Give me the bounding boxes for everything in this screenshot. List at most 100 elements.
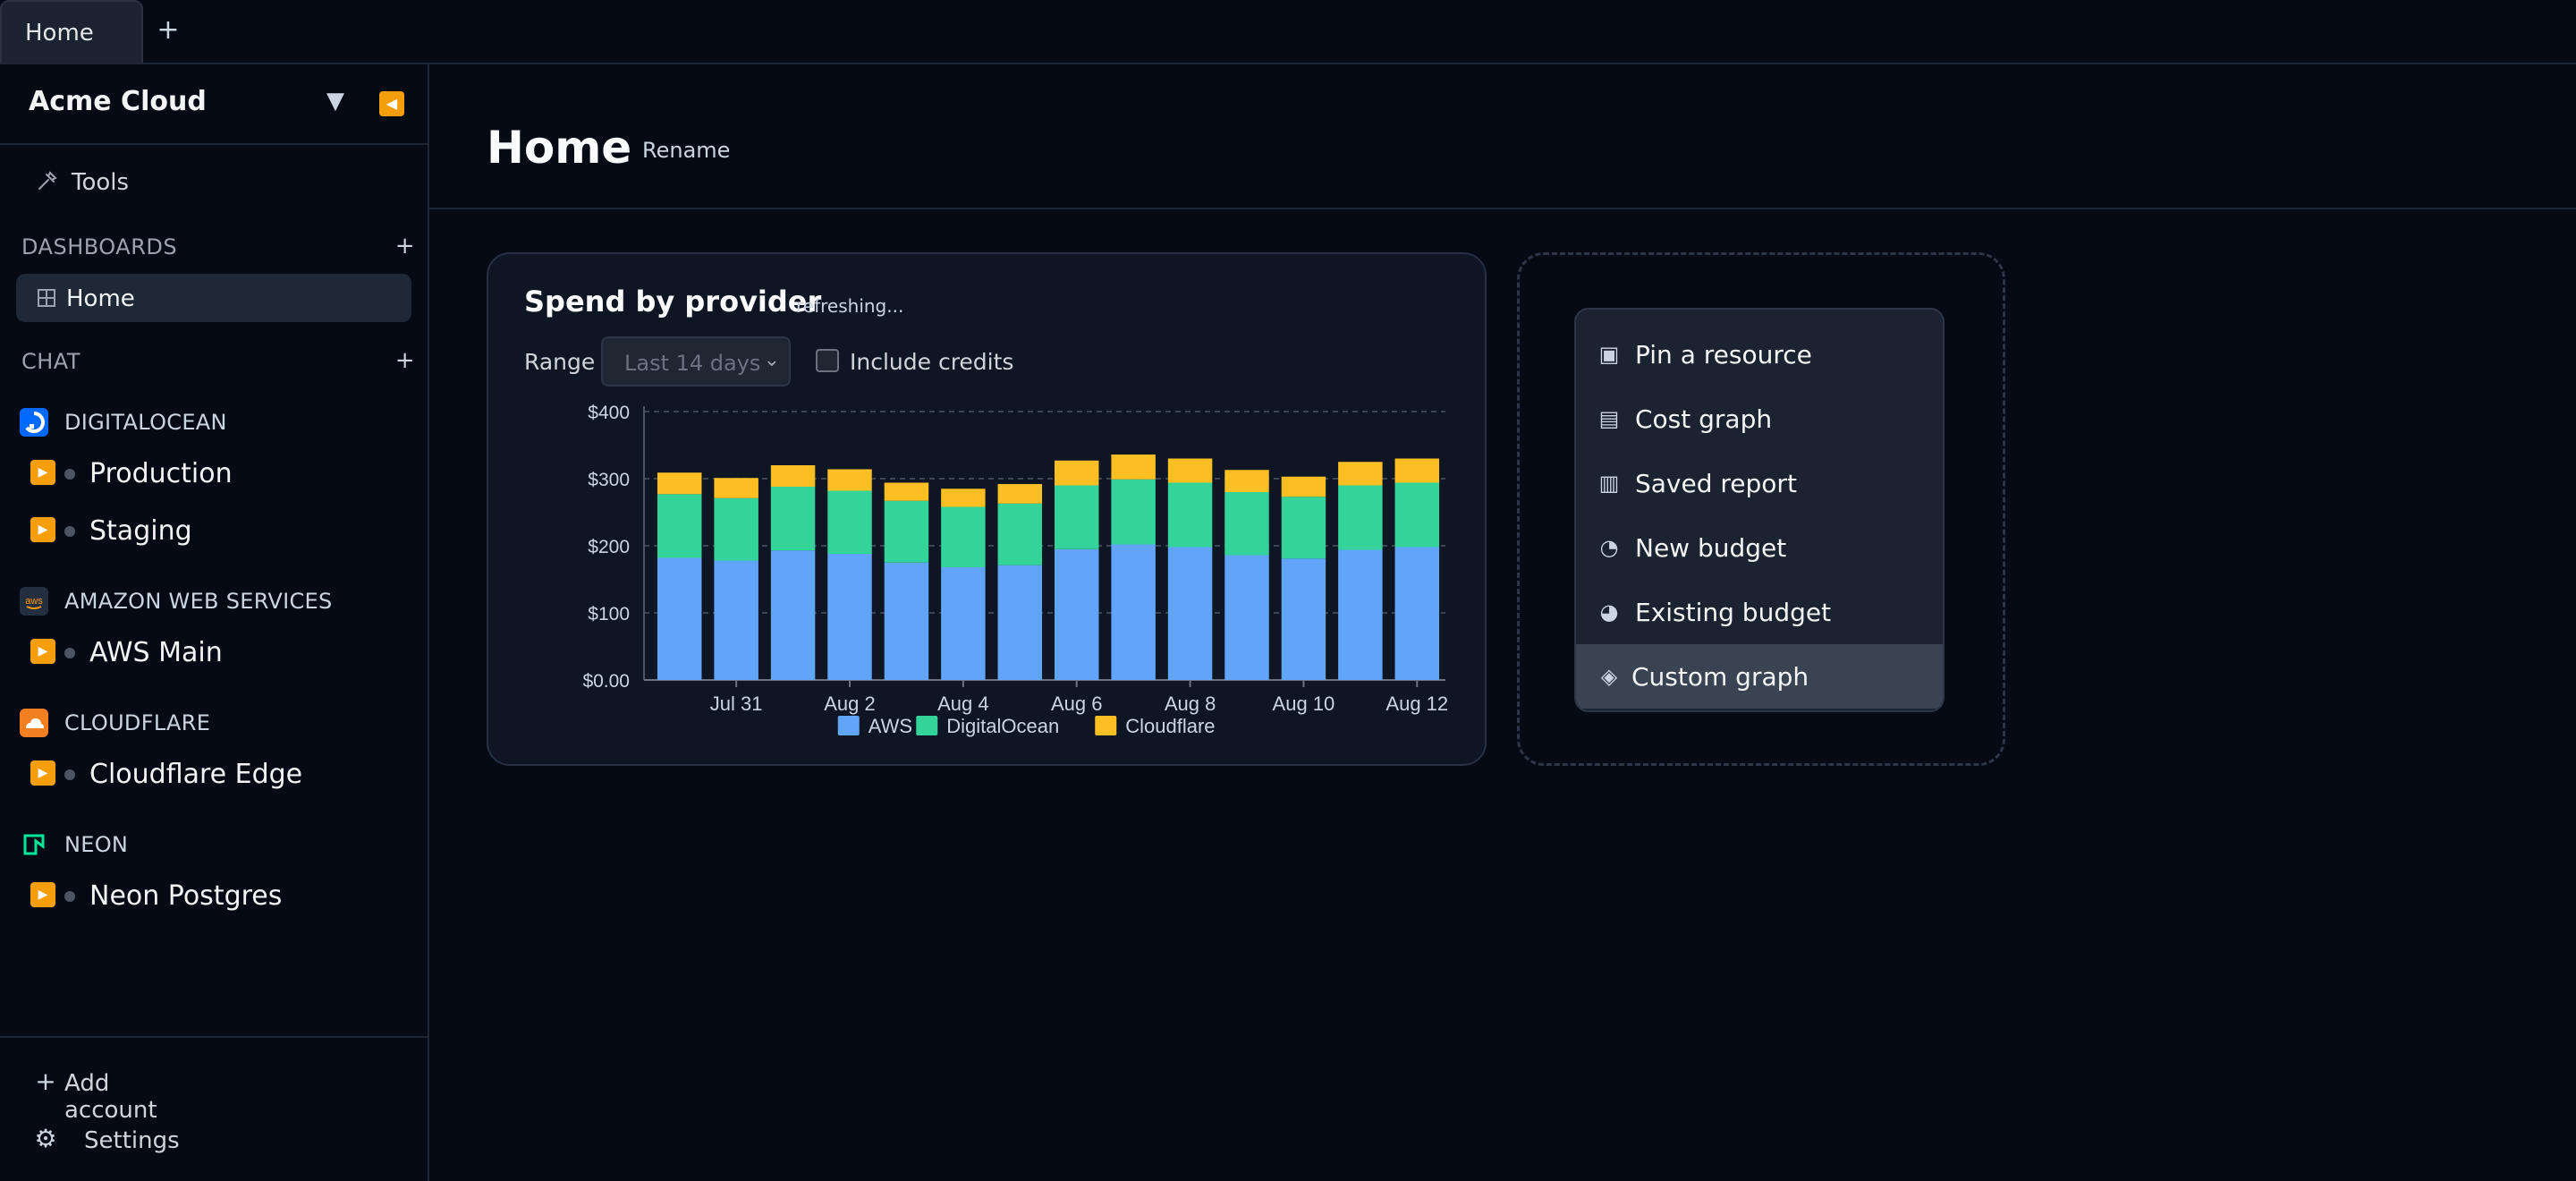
add-chat-button[interactable]: + [394, 347, 415, 374]
menu-item-pin-resource[interactable]: ▣ Pin a resource [1576, 322, 1943, 387]
menu-item-label: Saved report [1635, 469, 1797, 498]
account-cloudflare-edge[interactable]: ▶ Cloudflare Edge [30, 753, 406, 793]
provider-neon: NEON [20, 828, 413, 861]
terminal-icon: ▶ [30, 517, 55, 542]
tab-strip: Home + [0, 0, 2576, 64]
bar-digitalocean [1338, 485, 1383, 550]
status-dot [64, 469, 75, 480]
bar-aws [827, 554, 872, 680]
bar-cloudflare [1167, 458, 1213, 483]
bar-cloudflare [884, 482, 929, 501]
menu-item-label: Existing budget [1635, 598, 1832, 627]
range-label: Range [524, 349, 596, 375]
account-name: Production [89, 458, 233, 489]
account-name: Neon Postgres [89, 880, 283, 912]
spend-by-provider-card: Spend by provider refreshing... Range La… [487, 252, 1487, 766]
main-content: Home Rename Spend by provider refreshing… [429, 64, 2576, 1181]
legend-swatch-digitalocean [916, 716, 938, 735]
add-dashboard-button[interactable]: + [394, 233, 415, 259]
x-tick-label: Aug 8 [1165, 692, 1216, 715]
x-tick-label: Aug 4 [937, 692, 989, 715]
page-header: Home Rename [429, 64, 2576, 209]
bar-cloudflare [714, 478, 758, 498]
menu-item-existing-budget[interactable]: ◕ Existing budget [1576, 580, 1943, 644]
bar-digitalocean [770, 487, 816, 551]
bar-aws [1054, 548, 1099, 680]
provider-digitalocean: DIGITALOCEAN [20, 406, 413, 438]
dashboards-heading: DASHBOARDS [21, 234, 178, 259]
bar-digitalocean [1111, 479, 1156, 545]
gear-icon: ⚙ [34, 1124, 57, 1153]
rename-button[interactable]: Rename [642, 138, 731, 163]
card-title: Spend by provider [524, 285, 822, 319]
range-value: Last 14 days [624, 351, 761, 376]
chat-heading: CHAT [21, 349, 81, 374]
bar-aws [1167, 547, 1213, 680]
bar-aws [714, 560, 758, 680]
bar-cloudflare [770, 465, 816, 487]
bar-cloudflare [941, 489, 986, 507]
widget-dropzone[interactable] [1517, 252, 2005, 766]
account-name: Cloudflare Edge [89, 759, 303, 790]
status-dot [64, 891, 75, 902]
bar-digitalocean [657, 494, 702, 558]
bar-cloudflare [1281, 476, 1326, 497]
bar-aws [657, 557, 702, 680]
settings-label: Settings [84, 1127, 180, 1154]
custom-graph-icon: ◈ [1600, 664, 1618, 689]
status-dot [64, 526, 75, 537]
add-tab-button[interactable]: + [157, 14, 180, 46]
account-aws-main[interactable]: ▶ AWS Main [30, 632, 406, 671]
menu-item-new-budget[interactable]: ◔ New budget [1576, 515, 1943, 580]
terminal-icon: ▶ [30, 760, 55, 786]
page-title: Home [487, 122, 632, 174]
menu-item-label: Cost graph [1635, 404, 1773, 434]
account-neon-postgres[interactable]: ▶ Neon Postgres [30, 875, 406, 914]
legend-label: AWS [869, 715, 912, 737]
bar-digitalocean [884, 500, 929, 563]
account-production[interactable]: ▶ Production [30, 453, 406, 492]
account-name: Staging [89, 515, 192, 547]
menu-item-cost-graph[interactable]: ▤ Cost graph [1576, 387, 1943, 451]
new-budget-icon: ◔ [1599, 535, 1619, 560]
sidebar-item-home[interactable]: Home [16, 274, 411, 322]
terminal-icon: ▶ [30, 639, 55, 664]
sidebar-item-tools[interactable]: Tools [16, 157, 411, 206]
bar-digitalocean [714, 497, 758, 561]
sidebar-header: Acme Cloud ▼ ◀ [0, 64, 428, 145]
provider-name: CLOUDFLARE [64, 710, 211, 735]
checkbox-box[interactable] [816, 349, 839, 372]
menu-item-custom-graph[interactable]: ◈ Custom graph [1576, 644, 1943, 709]
chevron-down-icon[interactable]: ▼ [326, 88, 344, 115]
chevron-down-icon: ⌄ [763, 349, 780, 371]
tab-home[interactable]: Home [0, 0, 143, 63]
x-tick-label: Aug 12 [1385, 692, 1448, 715]
range-select[interactable]: Last 14 days ⌄ [601, 336, 791, 387]
chat-section-header: CHAT + [21, 347, 415, 376]
bar-digitalocean [827, 490, 872, 554]
svg-text:aws: aws [25, 596, 43, 607]
status-dot [64, 648, 75, 658]
bar-aws [997, 565, 1043, 680]
org-name[interactable]: Acme Cloud [29, 86, 207, 117]
add-widget-menu: ▣ Pin a resource ▤ Cost graph ▥ Saved re… [1574, 308, 1945, 712]
digitalocean-icon [20, 408, 48, 437]
bar-aws [1281, 558, 1326, 680]
cost-graph-icon: ▤ [1598, 406, 1620, 431]
x-tick-label: Jul 31 [710, 692, 763, 715]
account-name: AWS Main [89, 637, 223, 668]
x-tick-label: Aug 10 [1273, 692, 1335, 715]
sidebar-item-label: Tools [72, 169, 130, 196]
collapse-sidebar-button[interactable]: ◀ [379, 91, 404, 116]
bar-cloudflare [657, 472, 702, 495]
bar-cloudflare [1338, 462, 1383, 486]
menu-item-label: Custom graph [1631, 662, 1809, 692]
bar-aws [1338, 549, 1383, 680]
sidebar-item-label: Home [66, 285, 135, 312]
account-staging[interactable]: ▶ Staging [30, 510, 406, 549]
add-account-label: Add account [64, 1070, 157, 1124]
menu-item-saved-report[interactable]: ▥ Saved report [1576, 451, 1943, 515]
terminal-icon: ▶ [30, 460, 55, 485]
bar-cloudflare [1394, 458, 1440, 483]
bar-cloudflare [1054, 460, 1099, 486]
